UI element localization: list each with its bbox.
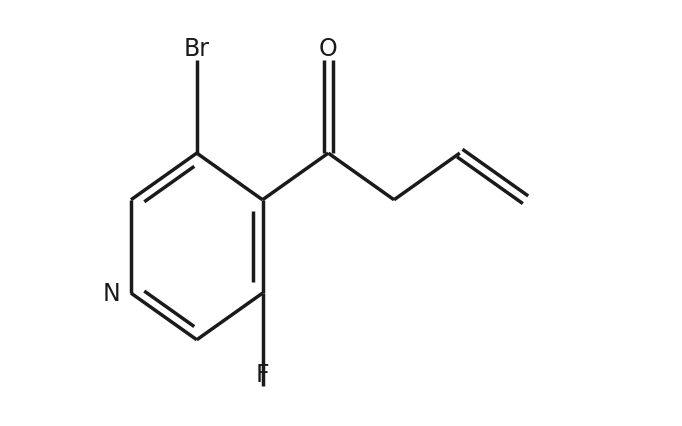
Text: F: F xyxy=(256,363,269,386)
Text: N: N xyxy=(103,282,121,305)
Text: O: O xyxy=(319,37,338,60)
Text: Br: Br xyxy=(183,37,210,60)
